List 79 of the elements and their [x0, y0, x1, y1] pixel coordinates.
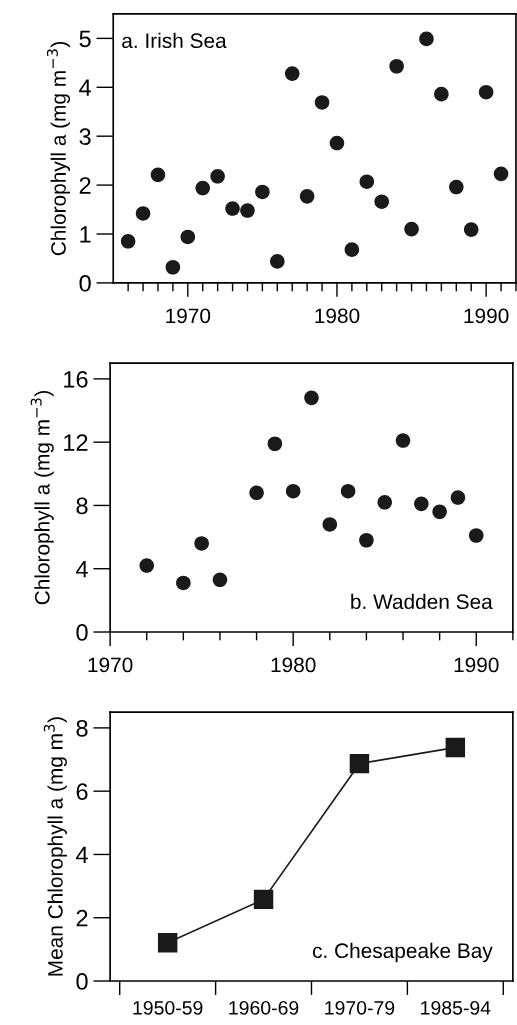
y-axis-title: Chlorophyll a (mg m$^{−3}$)	[46, 41, 71, 256]
point	[210, 169, 225, 184]
point	[225, 201, 240, 216]
annotation: c. Chesapeake Bay	[312, 942, 493, 963]
y-tick-label: 8	[76, 719, 88, 737]
annotation: a. Irish Sea	[122, 32, 227, 49]
point	[304, 390, 319, 406]
point	[404, 221, 419, 237]
x-tick-label: 1990	[454, 657, 499, 673]
point	[240, 203, 255, 218]
point	[253, 889, 274, 910]
y-tick-label: 5	[79, 30, 91, 48]
point	[359, 532, 374, 548]
point	[449, 179, 464, 195]
point	[150, 167, 166, 183]
y-tick-label: 4	[76, 846, 88, 864]
point	[322, 517, 338, 532]
x-tick-label: 1950-59	[133, 1000, 203, 1015]
point	[249, 485, 264, 501]
point	[212, 572, 228, 588]
point	[377, 495, 392, 510]
point	[176, 575, 191, 591]
point	[340, 483, 356, 499]
point	[450, 490, 466, 505]
y-tick-label: 8	[76, 497, 88, 515]
y-tick-label: 4	[79, 79, 92, 96]
x-tick-label: 1990	[464, 308, 509, 324]
annotation: b. Wadden Sea	[351, 593, 493, 610]
point	[468, 528, 484, 543]
point	[314, 95, 330, 110]
y-tick-label: 0	[76, 973, 88, 990]
point	[120, 234, 136, 249]
y-axis-title: Chlorophyll a (mg m$^{−3}$)	[30, 391, 54, 605]
y-tick-label: 0	[79, 274, 91, 292]
x-tick-label: 1985-94	[421, 1000, 491, 1015]
x-tick-label: 1970	[88, 657, 133, 673]
x-tick-label: 1980	[315, 308, 360, 324]
point	[374, 194, 389, 210]
point	[195, 180, 210, 196]
point	[284, 66, 300, 81]
x-tick-label: 1970	[166, 308, 211, 324]
point	[194, 536, 209, 551]
point	[270, 254, 285, 269]
y-tick-label: 16	[64, 370, 88, 388]
y-tick-label: 1	[80, 226, 91, 243]
y-tick-label: 3	[79, 128, 91, 145]
point	[389, 58, 404, 74]
point	[344, 242, 360, 257]
point	[478, 84, 494, 100]
y-tick-label: 0	[76, 624, 88, 641]
y-tick-label: 6	[76, 783, 88, 800]
point	[359, 174, 375, 189]
y-tick-label: 4	[76, 561, 88, 578]
point	[493, 166, 509, 182]
point	[432, 504, 447, 520]
point	[285, 483, 301, 499]
x-tick-label: 1970-79	[325, 1000, 395, 1015]
point	[165, 259, 181, 275]
point	[463, 222, 479, 237]
point	[434, 86, 449, 102]
point	[139, 558, 155, 573]
point	[299, 189, 315, 204]
point	[135, 206, 151, 221]
point	[445, 737, 466, 758]
x-tick-label: 1960-69	[229, 1000, 299, 1015]
y-axis-title: Mean Chlorophyll a (mg m$^{3}$)	[43, 717, 67, 976]
y-tick-label: 12	[64, 434, 88, 451]
y-tick-label: 2	[79, 177, 91, 194]
point	[419, 31, 434, 47]
point	[267, 436, 283, 452]
point	[255, 184, 270, 200]
point	[395, 433, 411, 448]
point	[180, 229, 196, 245]
point	[414, 496, 429, 512]
x-tick-label: 1980	[271, 657, 316, 673]
point	[349, 753, 370, 774]
point	[329, 135, 345, 151]
point	[157, 933, 178, 953]
y-tick-label: 2	[76, 909, 88, 927]
